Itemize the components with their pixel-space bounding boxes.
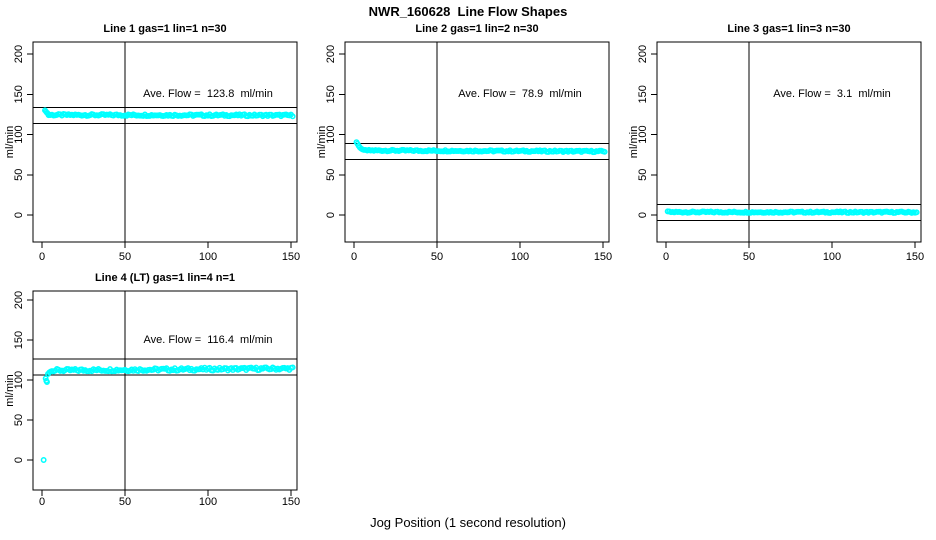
y-tick-label: 100 — [325, 125, 337, 143]
y-tick-label: 150 — [637, 85, 649, 103]
y-axis-title: ml/min — [4, 126, 16, 158]
data-point — [601, 148, 608, 155]
ave-flow-annotation-line-4: Ave. Flow = 116.4 ml/min — [143, 334, 273, 346]
data-point — [913, 209, 920, 216]
y-tick-label: 100 — [13, 371, 25, 389]
panel-title-line-3: Line 3 gas=1 lin=3 n=30 — [727, 23, 851, 35]
ave-flow-annotation-line-3: Ave. Flow = 3.1 ml/min — [773, 88, 891, 100]
y-tick-label: 50 — [325, 169, 337, 181]
x-tick-label: 50 — [119, 496, 131, 508]
x-tick-label: 0 — [39, 251, 45, 263]
y-tick-label: 50 — [13, 169, 25, 181]
panel-plot-line-2: 0 50 100 150 0 50 100 150 200 ml/min — [316, 41, 612, 263]
y-tick-label: 150 — [13, 85, 25, 103]
x-tick-label: 0 — [351, 251, 357, 263]
figure-title: NWR_160628 Line Flow Shapes — [368, 4, 568, 19]
y-tick-label: 150 — [325, 85, 337, 103]
data-point — [289, 364, 296, 371]
x-tick-label: 150 — [282, 251, 300, 263]
y-axis-title: ml/min — [316, 126, 328, 158]
y-tick-label: 100 — [13, 125, 25, 143]
y-tick-label: 0 — [13, 212, 25, 218]
plot-box — [344, 41, 610, 243]
panel-plot-line-3: 0 50 100 150 0 50 100 150 200 ml/min — [628, 41, 924, 263]
y-tick-label: 50 — [637, 169, 649, 181]
x-tick-label: 150 — [906, 251, 924, 263]
y-tick-label: 200 — [637, 45, 649, 63]
x-tick-label: 50 — [119, 251, 131, 263]
y-tick-label: 150 — [13, 331, 25, 349]
x-tick-label: 100 — [199, 496, 217, 508]
data-point — [44, 379, 50, 385]
data-point — [40, 457, 47, 463]
x-tick-label: 0 — [39, 496, 45, 508]
y-tick-label: 200 — [325, 45, 337, 63]
x-axis-label: Jog Position (1 second resolution) — [370, 515, 566, 530]
panel-plot-line-4: 0 50 100 150 0 50 100 150 200 ml/min — [4, 290, 300, 508]
x-tick-label: 150 — [282, 496, 300, 508]
plot-box — [656, 41, 922, 243]
x-tick-label: 50 — [743, 251, 755, 263]
ave-flow-annotation-line-2: Ave. Flow = 78.9 ml/min — [458, 88, 582, 100]
data-point — [289, 113, 296, 120]
panel-title-line-2: Line 2 gas=1 lin=2 n=30 — [415, 23, 539, 35]
x-tick-label: 100 — [199, 251, 217, 263]
ave-flow-annotation-line-1: Ave. Flow = 123.8 ml/min — [143, 88, 273, 100]
y-tick-label: 50 — [13, 414, 25, 426]
x-tick-label: 50 — [431, 251, 443, 263]
panel-title-line-4: Line 4 (LT) gas=1 lin=4 n=1 — [94, 272, 236, 284]
plot-box — [32, 41, 298, 243]
plot-box — [32, 290, 298, 491]
y-tick-label: 0 — [637, 212, 649, 218]
x-tick-label: 100 — [511, 251, 529, 263]
x-tick-label: 0 — [663, 251, 669, 263]
y-tick-label: 0 — [13, 457, 25, 463]
y-tick-label: 200 — [13, 291, 25, 309]
y-tick-label: 0 — [325, 212, 337, 218]
y-tick-label: 100 — [637, 125, 649, 143]
panel-title-line-1: Line 1 gas=1 lin=1 n=30 — [103, 23, 227, 35]
x-tick-label: 150 — [594, 251, 612, 263]
y-axis-title: ml/min — [628, 126, 640, 158]
panel-plot-line-1: 0 50 100 150 0 50 100 150 200 ml/min — [4, 41, 300, 263]
y-axis-title: ml/min — [4, 374, 16, 406]
y-tick-label: 200 — [13, 45, 25, 63]
x-tick-label: 100 — [823, 251, 841, 263]
